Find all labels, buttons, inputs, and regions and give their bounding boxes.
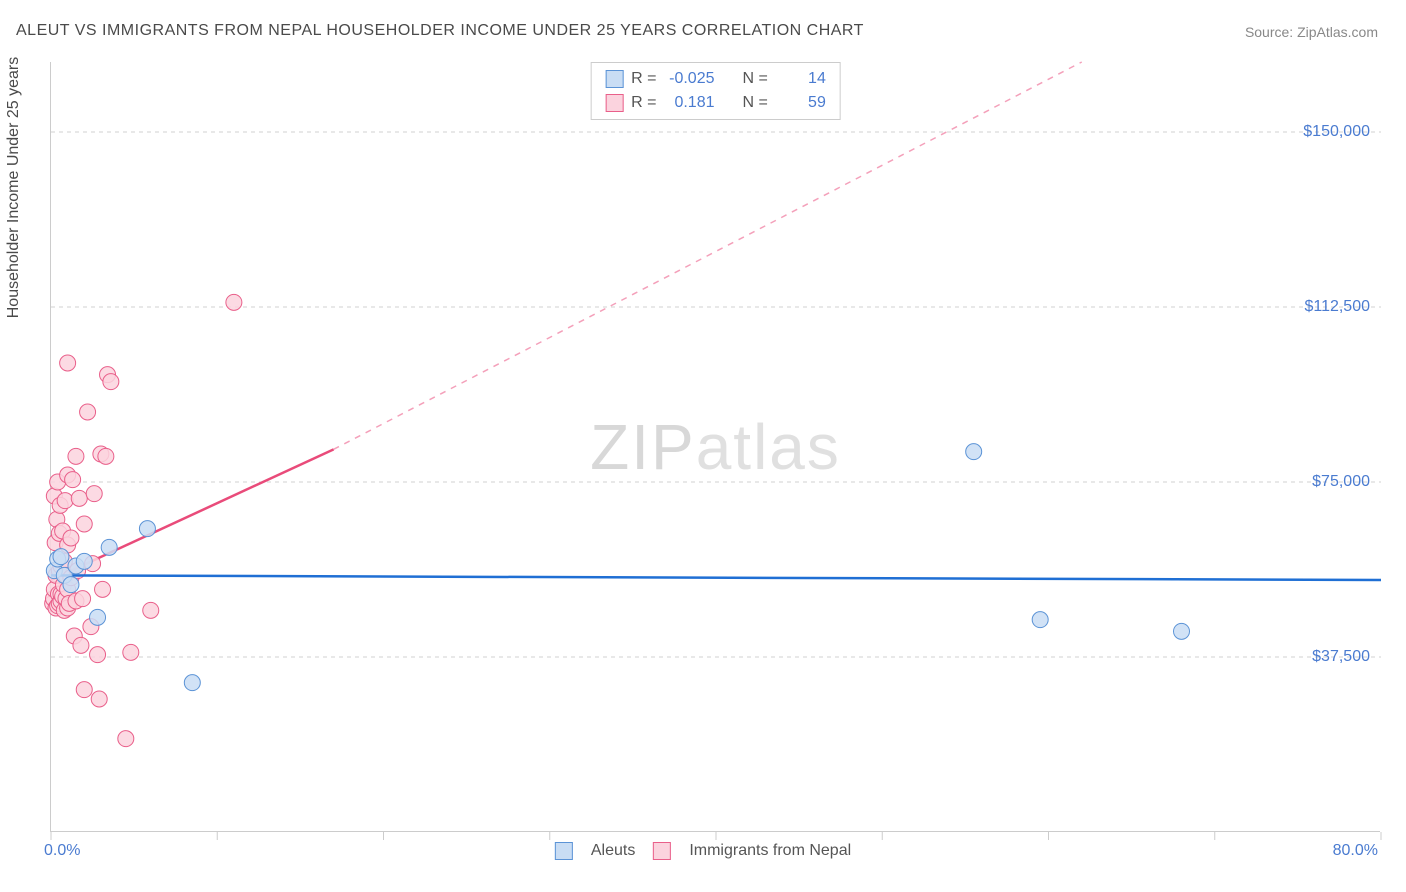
n-label: N = xyxy=(743,67,768,91)
source-label: Source: ZipAtlas.com xyxy=(1245,24,1378,40)
r-value-series2: 0.181 xyxy=(665,91,715,115)
y-tick-label: $112,500 xyxy=(1304,298,1370,316)
r-value-series1: -0.025 xyxy=(665,67,715,91)
legend-label-series2: Immigrants from Nepal xyxy=(689,842,851,860)
swatch-series2 xyxy=(605,94,623,112)
y-tick-label: $75,000 xyxy=(1312,473,1370,491)
y-axis-title: Householder Income Under 25 years xyxy=(5,57,23,318)
legend-swatch-series1 xyxy=(555,842,573,860)
bottom-legend: Aleuts Immigrants from Nepal xyxy=(555,842,851,860)
stats-row-series1: R = -0.025 N = 14 xyxy=(605,67,826,91)
n-label: N = xyxy=(743,91,768,115)
r-label: R = xyxy=(631,91,656,115)
y-tick-label: $37,500 xyxy=(1312,648,1370,666)
stats-row-series2: R = 0.181 N = 59 xyxy=(605,91,826,115)
legend-label-series1: Aleuts xyxy=(591,842,635,860)
y-tick-label: $150,000 xyxy=(1303,123,1370,141)
stats-legend: R = -0.025 N = 14 R = 0.181 N = 59 xyxy=(590,62,841,120)
x-axis-max-label: 80.0% xyxy=(1333,842,1378,860)
n-value-series2: 59 xyxy=(776,91,826,115)
r-label: R = xyxy=(631,67,656,91)
x-axis-min-label: 0.0% xyxy=(44,842,80,860)
legend-swatch-series2 xyxy=(653,842,671,860)
chart-title: ALEUT VS IMMIGRANTS FROM NEPAL HOUSEHOLD… xyxy=(16,22,864,40)
n-value-series1: 14 xyxy=(776,67,826,91)
plot-area: R = -0.025 N = 14 R = 0.181 N = 59 ZIPat… xyxy=(50,62,1380,832)
scatter-chart xyxy=(51,62,1381,832)
swatch-series1 xyxy=(605,70,623,88)
